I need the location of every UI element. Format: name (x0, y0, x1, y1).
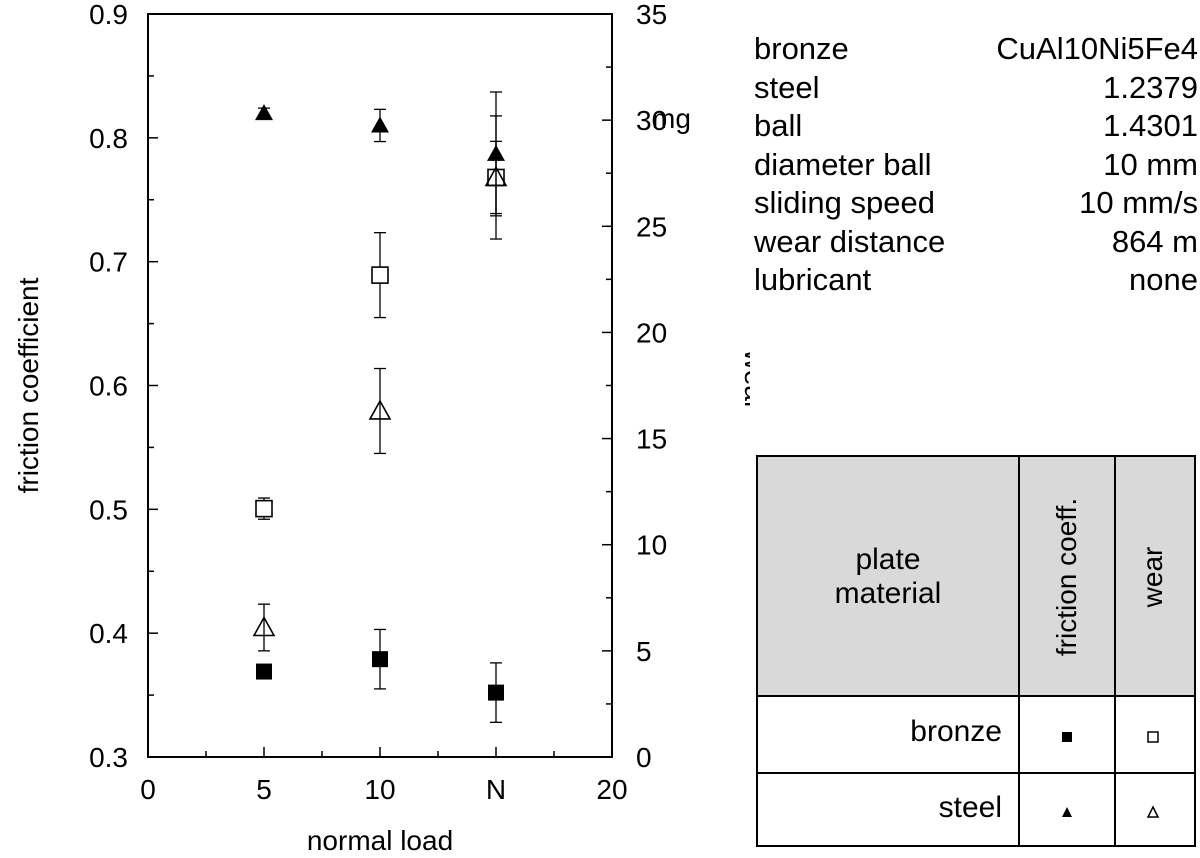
point-bronze-wear (371, 266, 389, 284)
legend-marker-steel-wear (1146, 805, 1160, 818)
x-tick-label: N (486, 774, 506, 805)
point-bronze-friction-coeff- (488, 684, 504, 701)
y-tick-label: 0.5 (89, 494, 128, 525)
param-value: 10 mm (1103, 146, 1198, 182)
param-row-sliding-speed: sliding speed 10 mm/s (754, 184, 1198, 223)
param-value: 1.2379 (1103, 69, 1198, 105)
param-label: lubricant (754, 262, 872, 297)
y-tick-label: 0.3 (89, 742, 128, 773)
param-value: 864 m (1111, 223, 1198, 259)
point-bronze-wear (255, 499, 273, 518)
point-steel-wear (252, 615, 276, 637)
legend-row-steel: steel (938, 791, 1002, 824)
param-label: wear distance (754, 223, 946, 259)
y2-tick-label: 25 (636, 211, 667, 242)
plate-material-label: plate material (758, 457, 1018, 697)
param-row-diameter-ball: diameter ball 10 mm (754, 146, 1198, 185)
plate-label-line2: material (834, 577, 942, 610)
y-axis-title: friction coefficient (13, 277, 44, 493)
test-parameters: bronze CuAl10Ni5Fe4 steel 1.2379 ball 1.… (754, 30, 1198, 300)
point-steel-friction-coeff- (371, 116, 389, 133)
param-label: bronze (754, 31, 849, 66)
y-tick-label: 0.8 (89, 123, 128, 154)
y-tick-label: 0.7 (89, 247, 128, 278)
y2-tick-label: 30 (636, 105, 667, 136)
x-tick-label: 20 (596, 774, 627, 805)
legend-marker-bronze-wear (1147, 731, 1159, 743)
legend-marker-bronze-friction (1062, 732, 1072, 742)
y2-axis-title: wear (739, 349, 750, 411)
legend-divider (1114, 457, 1116, 845)
param-label: diameter ball (754, 146, 932, 182)
legend-divider (758, 772, 1194, 774)
y2-axis-unit: mg (652, 103, 691, 134)
legend-divider (1018, 457, 1020, 845)
legend-col-friction: friction coeff. (1051, 497, 1082, 657)
plate-label-line1: plate (855, 543, 921, 576)
legend-header-bg (758, 457, 1194, 697)
point-steel-wear (368, 399, 392, 420)
legend-marker-steel-friction (1062, 807, 1072, 817)
param-row-bronze: bronze CuAl10Ni5Fe4 (754, 30, 1198, 69)
x-axis-title: normal load (307, 825, 453, 856)
param-row-ball: ball 1.4301 (754, 107, 1198, 146)
x-tick-label: 0 (140, 774, 156, 805)
point-steel-friction-coeff- (255, 104, 273, 121)
y2-tick-label: 15 (636, 424, 667, 455)
param-label: sliding speed (754, 185, 935, 220)
chart: 0 5 10 N 20 0.3 0.4 0.5 0.6 0.7 0.8 0.9 0 5 10 15 20 25 30… (13, 0, 750, 856)
param-value: 10 mm/s (1079, 185, 1198, 220)
param-row-wear-distance: wear distance 864 m (754, 223, 1198, 262)
x-tick-label: 10 (364, 774, 395, 805)
param-label: steel (754, 69, 820, 105)
y-tick-label: 0.6 (89, 371, 128, 402)
y2-tick-label: 0 (636, 742, 652, 773)
legend-col-wear: wear (1137, 546, 1168, 608)
y2-tick-label: 20 (636, 317, 667, 348)
param-value: none (1129, 262, 1198, 297)
legend-table: plate material friction coeff. wear bron… (756, 455, 1196, 847)
legend-row-bronze: bronze (910, 715, 1002, 748)
y2-tick-label: 5 (636, 636, 652, 667)
param-row-steel: steel 1.2379 (754, 69, 1198, 108)
point-bronze-friction-coeff- (372, 651, 388, 668)
y-tick-label: 0.4 (89, 618, 128, 649)
param-value: CuAl10Ni5Fe4 (996, 31, 1198, 66)
param-label: ball (754, 108, 803, 143)
param-value: 1.4301 (1103, 108, 1198, 143)
param-row-lubricant: lubricant none (754, 261, 1198, 300)
y-tick-label: 0.9 (89, 0, 128, 30)
legend-divider (758, 695, 1194, 697)
point-bronze-friction-coeff- (256, 663, 272, 680)
y2-tick-label: 35 (636, 0, 667, 30)
y2-tick-label: 10 (636, 530, 667, 561)
point-steel-wear (484, 165, 508, 187)
x-tick-label: 5 (256, 774, 272, 805)
